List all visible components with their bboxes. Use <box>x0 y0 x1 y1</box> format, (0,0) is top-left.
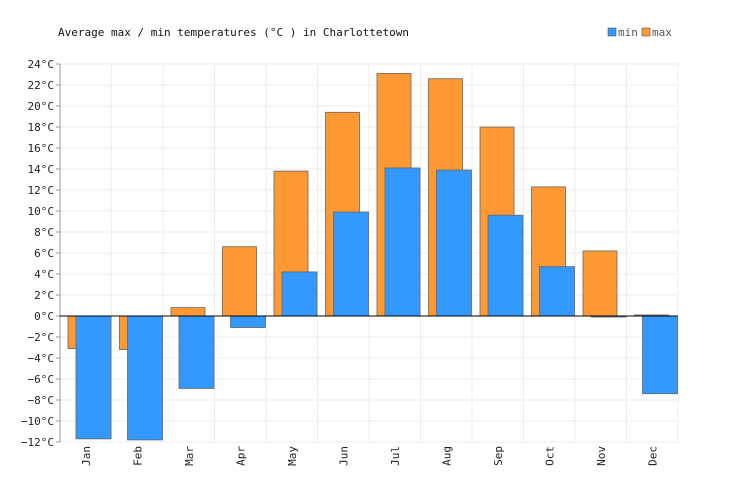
y-tick-label: 10°C <box>28 205 55 218</box>
x-tick-label-feb: Feb <box>131 446 144 466</box>
y-tick-label: 12°C <box>28 184 55 197</box>
bar-max-apr <box>222 246 257 317</box>
bar-min-may <box>281 271 318 317</box>
x-tick-label-may: May <box>286 446 299 466</box>
x-axis: Jan Feb Mar Apr May Jun Jul Aug Sep Oct Nov Dec <box>80 446 660 466</box>
y-tick-label: −6°C <box>28 373 55 386</box>
x-tick-label-mar: Mar <box>183 446 196 466</box>
y-tick-label: −10°C <box>21 415 54 428</box>
bars <box>67 73 678 441</box>
bar-min-jun <box>333 211 369 317</box>
y-tick-label: 2°C <box>34 289 54 302</box>
bar-min-sep <box>487 214 524 317</box>
bar-min-dec <box>642 315 678 395</box>
y-tick-label: −2°C <box>28 331 55 344</box>
y-tick-label: −4°C <box>28 352 55 365</box>
bar-max-mar <box>170 307 206 317</box>
legend-min-swatch <box>607 27 617 37</box>
x-tick-label-oct: Oct <box>543 446 556 466</box>
y-axis: 24°C 22°C 20°C 18°C 16°C 14°C 12°C 10°C 8°C 6°C 4°… <box>21 58 54 449</box>
y-tick-label: 24°C <box>28 58 55 71</box>
bar-min-feb <box>127 315 163 441</box>
x-tick-label-jun: Jun <box>337 446 350 466</box>
x-tick-label-apr: Apr <box>234 446 247 466</box>
bar-min-mar <box>178 315 215 389</box>
x-tick-label-sep: Sep <box>492 446 505 466</box>
y-tick-label: 16°C <box>28 142 55 155</box>
legend: min max <box>607 26 672 39</box>
bar-min-apr <box>230 315 266 328</box>
bar-min-aug <box>436 169 472 317</box>
bar-max-nov <box>582 250 618 317</box>
y-tick-label: −8°C <box>28 394 55 407</box>
y-tick-label: 0°C <box>34 310 54 323</box>
x-tick-label-dec: Dec <box>646 446 659 466</box>
bar-min-oct <box>539 266 575 317</box>
y-tick-label: 6°C <box>34 247 54 260</box>
x-tick-label-aug: Aug <box>440 446 453 466</box>
y-tick-label: 18°C <box>28 121 55 134</box>
y-tick-label: 4°C <box>34 268 54 281</box>
bar-min-jul <box>384 167 421 317</box>
x-tick-label-jul: Jul <box>389 446 402 466</box>
y-tick-label: 14°C <box>28 163 55 176</box>
y-tick-label: 8°C <box>34 226 54 239</box>
y-tick-label: 20°C <box>28 100 55 113</box>
bar-min-jan <box>75 315 112 440</box>
legend-max-label: max <box>652 26 672 39</box>
x-tick-label-jan: Jan <box>80 446 93 466</box>
y-tick-label: −12°C <box>21 436 54 449</box>
legend-min-label: min <box>618 26 638 39</box>
y-tick-label: 22°C <box>28 79 55 92</box>
chart-title: Average max / min temperatures (°C ) in … <box>58 26 409 39</box>
x-tick-label-nov: Nov <box>595 446 608 466</box>
legend-max-swatch <box>641 27 651 37</box>
